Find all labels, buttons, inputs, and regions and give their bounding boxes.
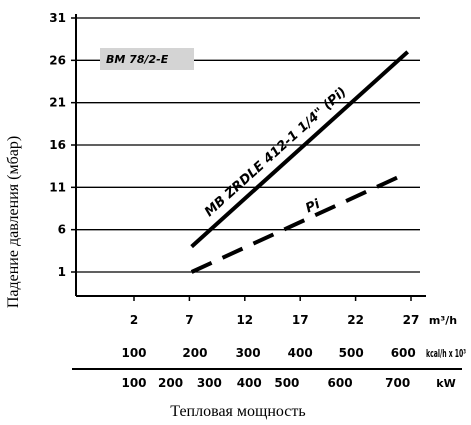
series-label-dashed: Pi [303,197,322,217]
series-line-solid [190,50,410,249]
y-tick-label: 31 [49,11,66,25]
kcal-tick-label: 100 [121,346,146,360]
kw-scale-unit: kW [436,377,455,390]
kcal-tick-label: 200 [182,346,207,360]
kw-tick-label: 400 [237,376,262,390]
x-tick-label: 7 [185,313,193,327]
y-tick-label: 11 [49,180,66,194]
x-tick-label: 12 [236,313,253,327]
x-tick-label: 17 [292,313,309,327]
y-axis-title: Падение давления (мбар) [5,136,22,308]
x-tick-label: 22 [347,313,364,327]
kcal-scale: 100 200 300 400 500 600 [121,346,415,360]
series-group [190,50,410,274]
y-tick-label: 21 [49,96,66,110]
kcal-tick-label: 400 [288,346,313,360]
kw-tick-label: 600 [328,376,353,390]
x-tick-label: 27 [403,313,420,327]
series-line-dashed [190,174,401,274]
kw-tick-label: 700 [385,376,410,390]
kw-tick-label: 500 [274,376,299,390]
model-badge-background [100,48,194,70]
kw-tick-label: 200 [158,376,183,390]
kcal-tick-label: 500 [339,346,364,360]
series-label-solid: MB ZRDLE 412-1 1/4" (Pi) [202,85,350,220]
x-axis-unit: m³/h [429,314,457,327]
kw-tick-label: 300 [197,376,222,390]
y-tick-label: 1 [58,265,66,279]
x-axis-title: Тепловая мощность [170,403,305,420]
model-badge: BM 78/2-E [100,48,194,70]
kcal-tick-label: 300 [236,346,261,360]
y-tick-label: 26 [49,53,66,67]
model-badge-label: BM 78/2-E [106,53,169,66]
y-tick-label: 16 [49,138,66,152]
kcal-tick-label: 600 [391,346,416,360]
kcal-scale-unit: kcal/h x 10³ [426,347,466,360]
kw-scale: 100 200 300 400 500 600 700 [121,376,410,390]
x-tick-label: 2 [130,313,138,327]
x-axis-ticks: 2 7 12 17 22 27 [130,296,420,327]
y-tick-label: 6 [58,223,66,237]
kw-tick-label: 100 [121,376,146,390]
